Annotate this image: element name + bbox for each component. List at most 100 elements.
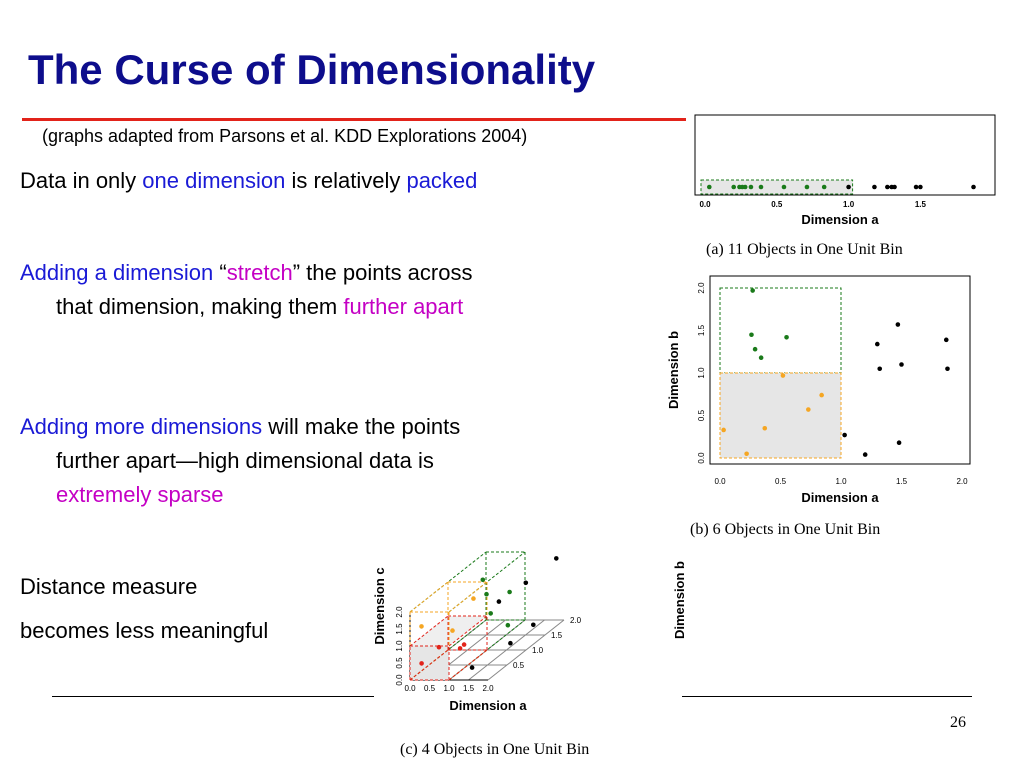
data-point xyxy=(496,599,502,604)
data-point xyxy=(780,373,786,378)
data-point xyxy=(758,355,764,360)
chart-1d-ticks: 0.0 0.5 1.0 1.5 xyxy=(699,200,926,209)
data-point xyxy=(507,589,512,595)
data-point xyxy=(918,184,923,190)
data-point xyxy=(758,184,764,190)
chart-2d-ylabel: Dimension b xyxy=(666,331,681,409)
y-tick-label: 2.0 xyxy=(570,616,582,625)
chart-3d-cubes xyxy=(409,551,526,681)
data-point xyxy=(877,366,883,372)
paragraph-adding-dimension: Adding a dimension “stretch” the points … xyxy=(20,256,660,324)
bin-edge-orange xyxy=(448,581,488,613)
p3-line-2: further apart—high dimensional data is xyxy=(56,448,434,473)
chart-1d-points xyxy=(707,184,976,190)
x-tick-label: 1.0 xyxy=(835,477,847,486)
data-point xyxy=(842,432,847,438)
data-point xyxy=(913,184,919,190)
data-point xyxy=(419,661,424,666)
paragraph-one-dimension: Data in only one dimension is relatively… xyxy=(20,164,660,198)
chart-3d-ticks: 0.0 0.5 1.0 1.5 2.0 0.5 1.0 1.5 2.0 0.0 0.5 1.0 1.5 2… xyxy=(395,606,582,693)
chart-2d-xlabel: Dimension a xyxy=(801,490,879,505)
p1-text-4: packed xyxy=(406,168,478,193)
p2-text-1: Adding a dimension xyxy=(20,260,214,285)
data-point xyxy=(523,580,529,586)
chart-1d-xlabel: Dimension a xyxy=(801,212,879,227)
data-point xyxy=(862,452,868,457)
data-point xyxy=(784,335,789,340)
chart-2d-frame xyxy=(709,275,971,465)
footer-rule-right xyxy=(682,696,972,697)
data-point xyxy=(707,184,712,190)
slide-subtitle: (graphs adapted from Parsons et al. KDD … xyxy=(42,126,528,146)
bin-edge-red xyxy=(409,615,449,647)
x-tick-label: 2.0 xyxy=(482,684,494,693)
bin-3d-top xyxy=(410,616,487,646)
bin-edge-orange xyxy=(409,581,449,613)
data-point xyxy=(471,596,476,601)
x-tick-label: 1.0 xyxy=(443,684,455,693)
data-point xyxy=(762,425,768,431)
data-point xyxy=(419,624,424,629)
data-point xyxy=(750,288,755,293)
p3-line-3: extremely sparse xyxy=(56,482,224,507)
y-tick-label: 0.0 xyxy=(697,452,706,464)
chart-3d-xlabel: Dimension a xyxy=(449,698,527,713)
data-point xyxy=(488,611,493,616)
data-point xyxy=(744,451,749,457)
bin-edge-red xyxy=(448,649,488,681)
chart-3d-points xyxy=(419,556,559,670)
data-point xyxy=(436,644,442,650)
chart-3d-caption: (c) 4 Objects in One Unit Bin xyxy=(400,741,589,758)
x-tick-label: 0.0 xyxy=(699,200,711,209)
p2-text-3: stretch xyxy=(226,260,293,285)
data-point xyxy=(752,346,758,352)
bin-upper xyxy=(719,287,842,374)
chart-2d-ticks: 0.0 0.0 0.5 0.5 1.0 1.0 1.5 1.5 2.0 2.0 xyxy=(697,282,968,486)
y-tick-label: 1.5 xyxy=(551,631,563,640)
data-point xyxy=(742,184,748,190)
p2-text-5: that dimension, making them xyxy=(56,294,344,319)
p1-text-3: is relatively xyxy=(285,168,407,193)
data-point xyxy=(892,184,897,190)
p2-text-2: “ xyxy=(213,260,227,285)
chart-1d-caption: (a) 11 Objects in One Unit Bin xyxy=(706,241,903,258)
data-point xyxy=(505,622,511,628)
p3-text-2: will make the points xyxy=(262,414,461,439)
data-point xyxy=(781,184,787,190)
paragraph-distance-1: Distance measure xyxy=(20,574,198,599)
data-point xyxy=(875,341,880,347)
data-point xyxy=(721,427,726,433)
y-tick-label: 1.0 xyxy=(697,367,706,379)
y-tick-label: 1.0 xyxy=(532,646,544,655)
bin-1d xyxy=(700,179,854,195)
z-tick-label: 0.5 xyxy=(395,657,404,669)
paragraph-more-dimensions: Adding more dimensions will make the poi… xyxy=(20,410,660,512)
z-tick-label: 1.5 xyxy=(395,623,404,635)
bin-edge-red xyxy=(448,615,488,647)
y-tick-label: 1.5 xyxy=(697,324,706,336)
data-point xyxy=(749,332,754,338)
title-underline xyxy=(22,118,686,121)
p2-text-6: further apart xyxy=(343,294,464,319)
x-tick-label: 2.0 xyxy=(956,477,968,486)
bin-3d-face xyxy=(410,646,449,680)
floor-grid-line xyxy=(487,619,565,681)
y-tick-label: 2.0 xyxy=(697,282,706,294)
chart-2d-caption: (b) 6 Objects in One Unit Bin xyxy=(690,521,880,538)
data-point xyxy=(895,322,901,327)
floor-grid-line xyxy=(468,619,545,681)
data-point xyxy=(531,622,536,628)
bin-lower xyxy=(719,372,842,459)
data-point xyxy=(450,628,455,633)
chart-1d-bin xyxy=(700,179,854,195)
x-tick-label: 0.5 xyxy=(424,684,436,693)
footer-rule-left xyxy=(52,696,374,697)
data-point xyxy=(469,665,475,670)
data-point xyxy=(748,184,754,190)
data-point xyxy=(461,642,467,647)
x-tick-label: 1.5 xyxy=(896,477,908,486)
chart-1d: 0.0 0.5 1.0 1.5 Dimension a (a) 11 Objects … xyxy=(694,114,996,258)
x-tick-label: 0.5 xyxy=(771,200,783,209)
paragraph-distance-2: becomes less meaningful xyxy=(20,618,269,643)
data-point xyxy=(480,577,486,583)
